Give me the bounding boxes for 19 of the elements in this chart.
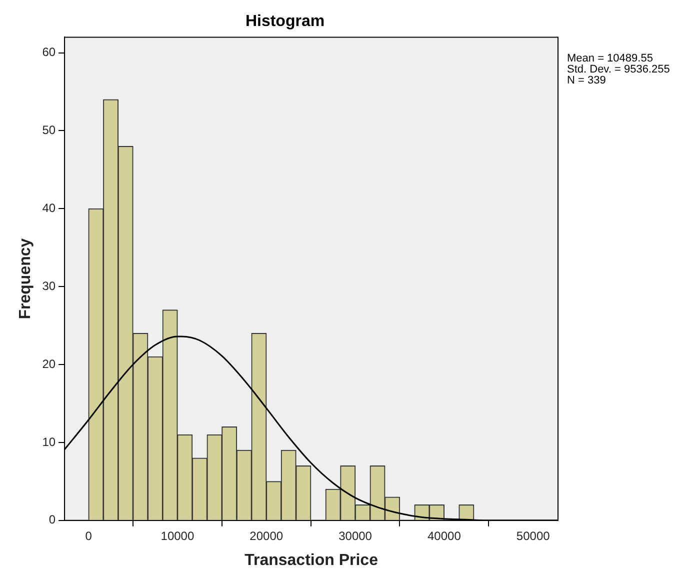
x-tick-label: 10000 [160, 528, 194, 543]
y-tick-label: 10 [42, 434, 56, 449]
x-tick-label: 30000 [338, 528, 372, 543]
x-tick-label: 40000 [428, 528, 462, 543]
y-axis-title: Frequency [17, 238, 34, 320]
y-tick-label: 40 [42, 200, 56, 215]
y-tick-label: 50 [42, 123, 56, 138]
text: N = 339 [567, 74, 606, 87]
y-tick-label: 30 [42, 278, 56, 293]
x-tick-label: 0 [85, 528, 92, 543]
y-tick-label: 60 [42, 45, 56, 60]
chart-title: Histogram [245, 13, 325, 30]
x-axis-title: Transaction Price [244, 552, 378, 569]
y-tick-label: 20 [42, 356, 56, 371]
text: Std. Dev. = 9536.255 [567, 64, 670, 76]
x-tick-label: 50000 [516, 528, 550, 543]
x-tick-label: 20000 [250, 528, 284, 543]
text: Mean = 10489.55 [567, 52, 653, 65]
y-tick-label: 0 [48, 512, 56, 527]
